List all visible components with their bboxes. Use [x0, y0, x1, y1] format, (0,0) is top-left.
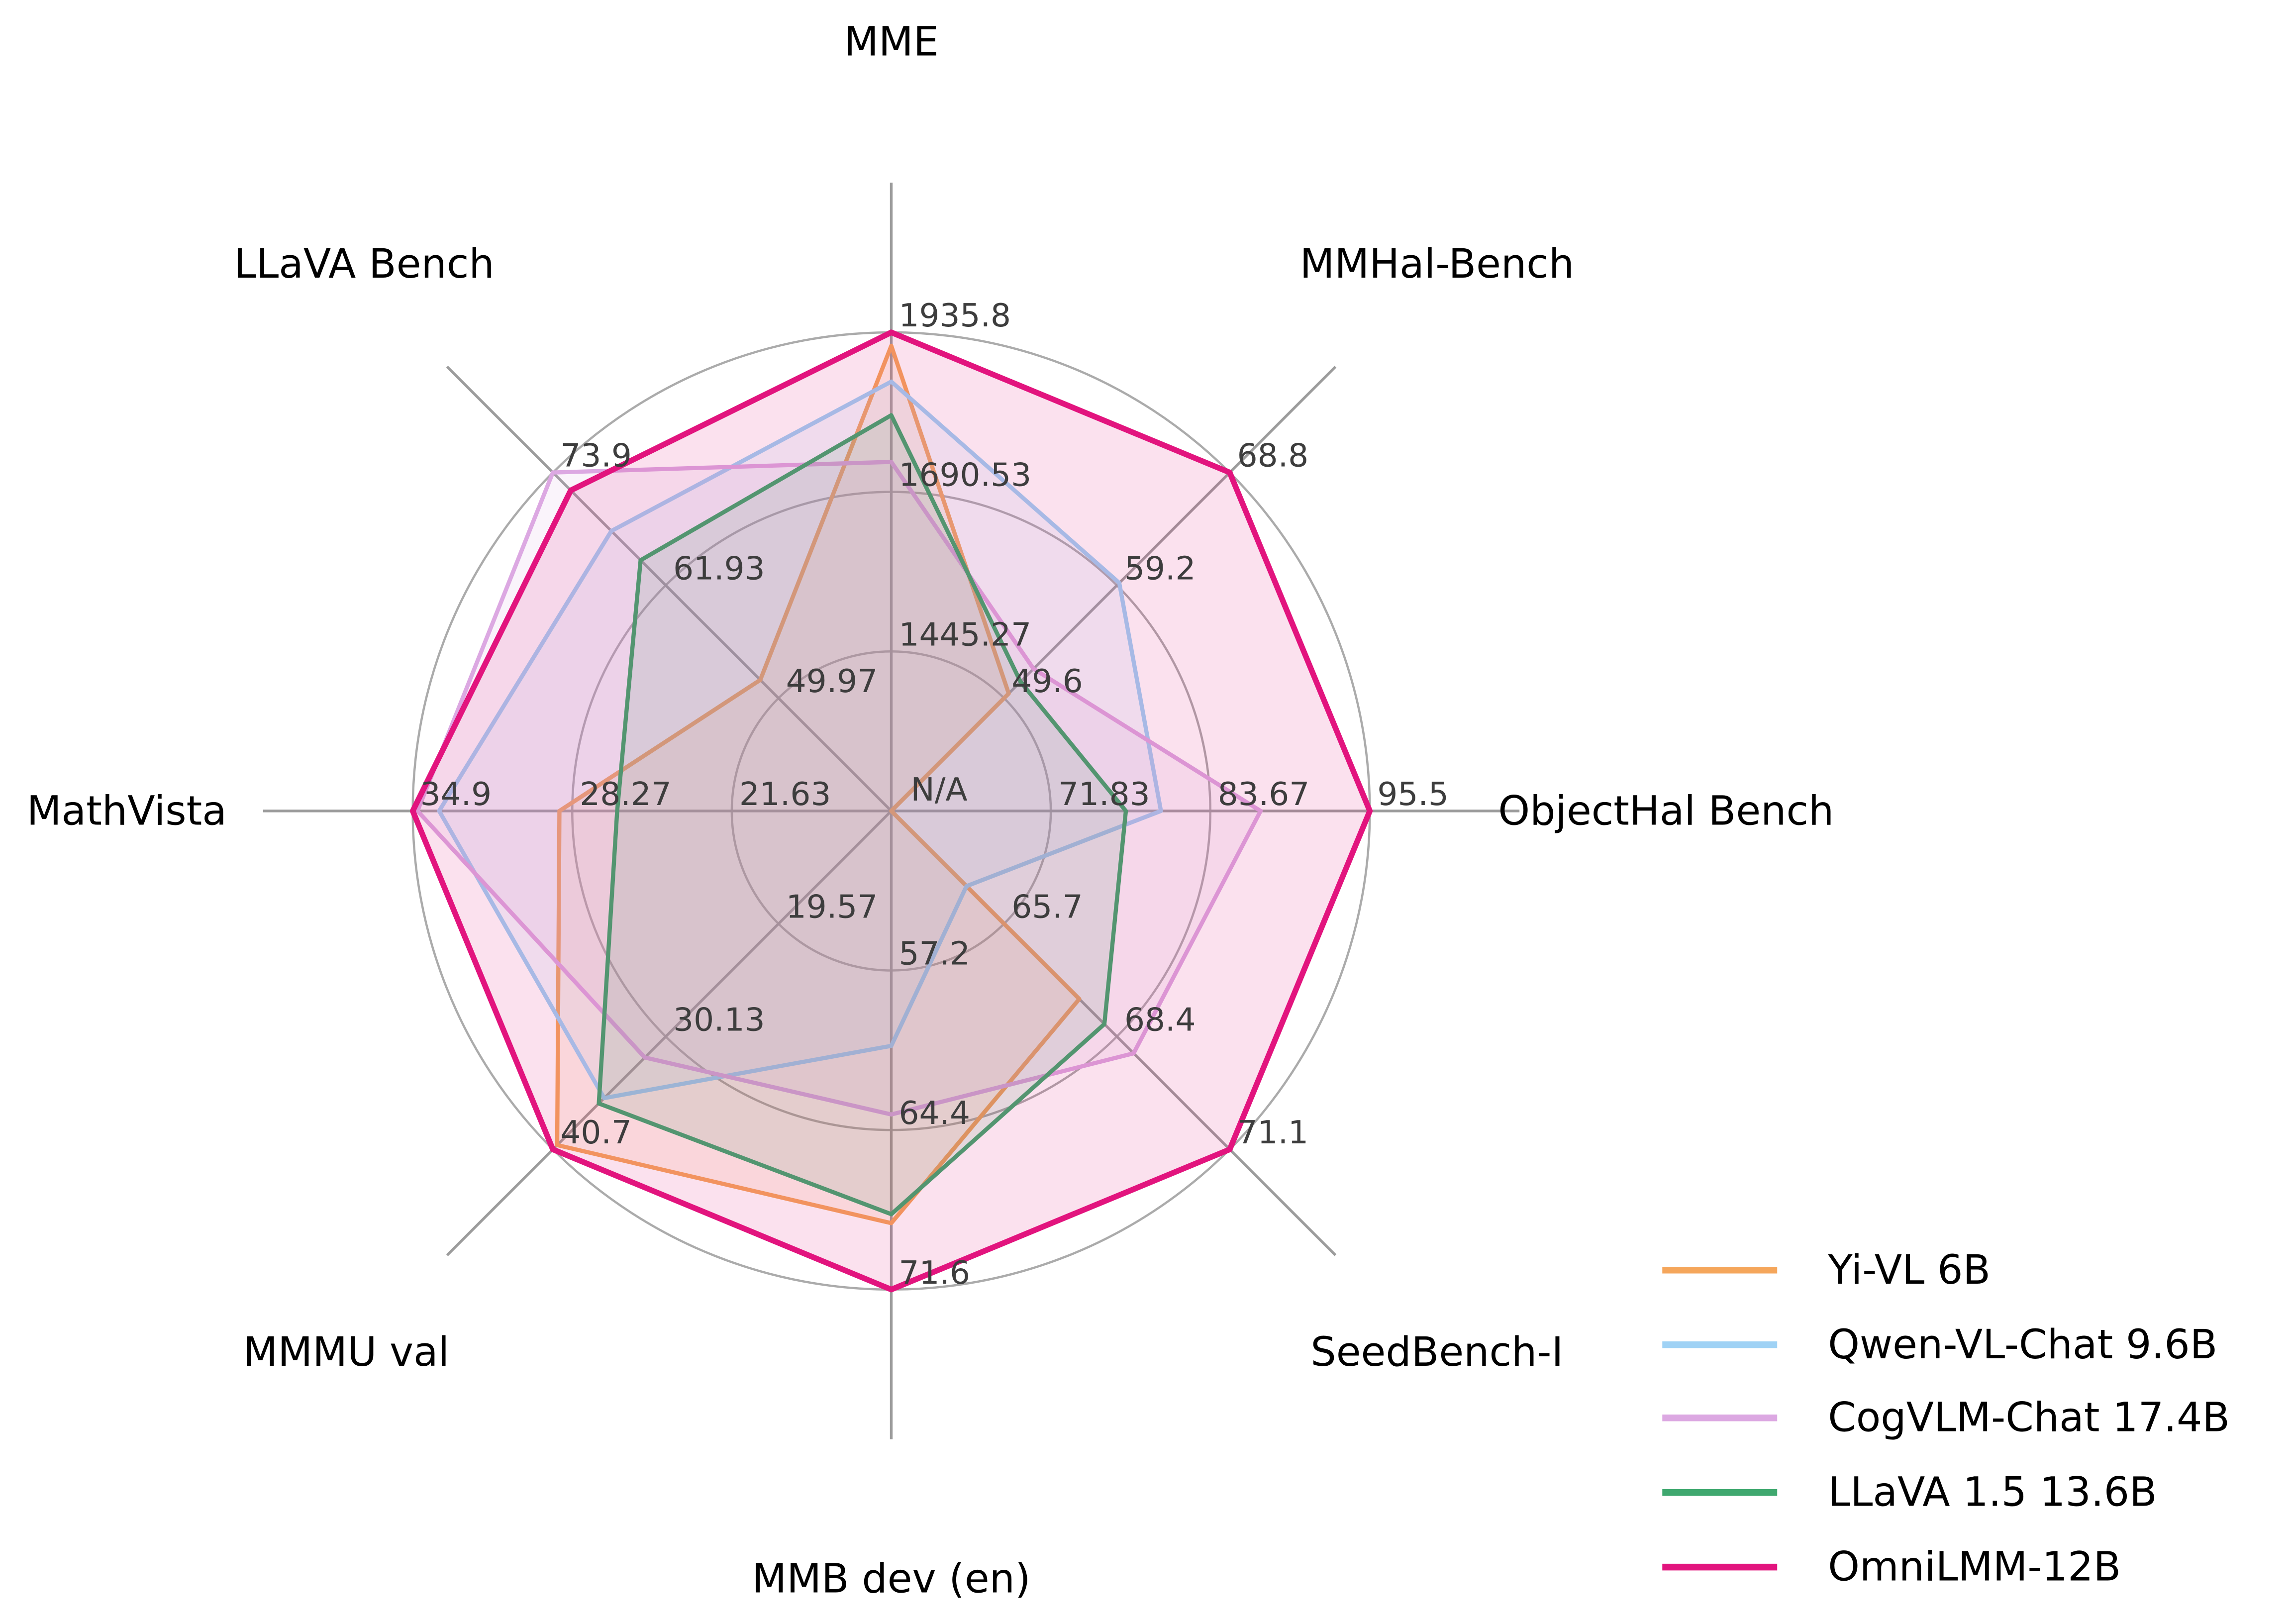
tick-label-MathVista: 28.27 — [580, 776, 672, 813]
tick-label-LLaVA Bench: 73.9 — [560, 437, 632, 475]
axis-title-MME: MME — [844, 18, 939, 65]
tick-label-MMHal-Bench: 49.6 — [1011, 663, 1083, 700]
tick-label-MathVista: 34.9 — [420, 776, 492, 813]
series-polygon-Qwen-VL-Chat 9.6B — [437, 379, 1163, 1101]
series-polygon-Yi-VL 6B — [555, 343, 1082, 1225]
tick-label-MMHal-Bench: 59.2 — [1124, 550, 1196, 587]
tick-label-LLaVA Bench: 61.93 — [673, 550, 765, 587]
tick-label-MMMU val: 40.7 — [560, 1114, 632, 1151]
legend-item: CogVLM-Chat 17.4B — [1662, 1395, 2230, 1441]
tick-label-MMMU val: 19.57 — [786, 889, 878, 926]
tick-label-LLaVA Bench: 49.97 — [786, 663, 878, 700]
axis-title-LLaVA Bench: LLaVA Bench — [234, 241, 495, 288]
axis-title-MathVista: MathVista — [27, 788, 227, 835]
tick-label-MMMU val: 30.13 — [673, 1001, 765, 1038]
tick-label-SeedBench-I: 68.4 — [1124, 1001, 1196, 1038]
axis-spoke-MMMU val — [446, 810, 893, 1256]
radar-series-polygons — [409, 329, 1373, 1293]
tick-label-MMHal-Bench: 68.8 — [1237, 437, 1309, 475]
tick-label-ObjectHal Bench: 71.83 — [1058, 776, 1150, 813]
legend-label: LLaVA 1.5 13.6B — [1828, 1469, 2157, 1516]
series-polygon-CogVLM-Chat 17.4B — [415, 460, 1263, 1117]
tick-label-MMB dev (en): 64.4 — [899, 1095, 971, 1132]
radar-axis-titles: MME MMHal-Bench ObjectHal Bench SeedBench-I… — [27, 18, 1834, 1602]
legend-item: OmniLMM-12B — [1662, 1544, 2121, 1591]
series-polygon-OmniLMM-12B — [409, 329, 1373, 1293]
series-polygon-LLaVA 1.5 13.6B — [597, 413, 1128, 1217]
axis-title-SeedBench-I: SeedBench-I — [1310, 1329, 1563, 1376]
legend-item: Qwen-VL-Chat 9.6B — [1662, 1321, 2217, 1368]
tick-label-MMB dev (en): 57.2 — [899, 935, 971, 973]
tick-label-MMB dev (en): 71.6 — [899, 1254, 971, 1292]
tick-label-ObjectHal Bench: 83.67 — [1218, 776, 1310, 813]
axis-title-MMMU val: MMMU val — [243, 1329, 450, 1376]
legend-label: CogVLM-Chat 17.4B — [1828, 1395, 2230, 1441]
axis-title-ObjectHal Bench: ObjectHal Bench — [1498, 788, 1834, 835]
radar-tick-labels: 1445.27 1690.53 1935.8 49.6 59.2 68.8 71.83 83.… — [420, 297, 1449, 1292]
legend-label: Qwen-VL-Chat 9.6B — [1828, 1321, 2217, 1368]
legend-item: LLaVA 1.5 13.6B — [1662, 1469, 2157, 1516]
legend: Yi-VL 6B Qwen-VL-Chat 9.6B CogVLM-Chat 1… — [1662, 1247, 2230, 1591]
legend-item: Yi-VL 6B — [1662, 1247, 1991, 1294]
tick-label-MME: 1445.27 — [899, 616, 1032, 653]
tick-label-MME: 1935.8 — [899, 297, 1011, 334]
tick-label-SeedBench-I: 71.1 — [1237, 1114, 1309, 1151]
tick-label-MathVista: 21.63 — [739, 776, 831, 813]
tick-label-center-ObjectHal Bench: N/A — [911, 771, 968, 809]
tick-label-ObjectHal Bench: 95.5 — [1377, 776, 1449, 813]
tick-label-MME: 1690.53 — [899, 457, 1032, 494]
legend-label: OmniLMM-12B — [1828, 1544, 2121, 1591]
axis-title-MMHal-Bench: MMHal-Bench — [1300, 241, 1575, 288]
legend-label: Yi-VL 6B — [1827, 1247, 1991, 1294]
tick-label-SeedBench-I: 65.7 — [1011, 889, 1083, 926]
axis-spoke-LLaVA Bench — [446, 366, 893, 812]
axis-title-MMB dev (en): MMB dev (en) — [752, 1556, 1030, 1603]
